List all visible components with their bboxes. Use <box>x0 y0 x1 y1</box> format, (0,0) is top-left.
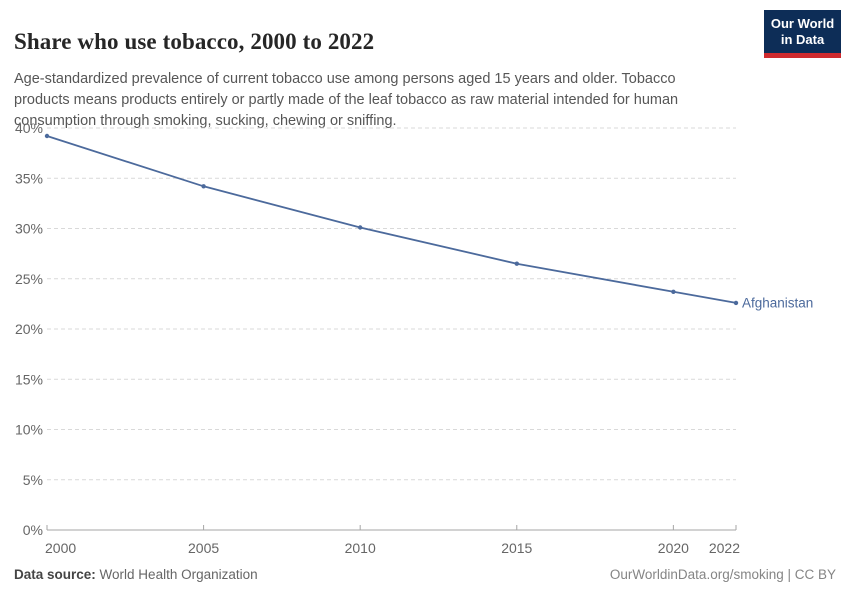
data-point-2000[interactable] <box>44 133 50 139</box>
y-axis-tick-label: 30% <box>15 221 43 237</box>
y-axis-tick-label: 25% <box>15 271 43 287</box>
y-axis-tick-label: 35% <box>15 170 43 186</box>
y-axis-tick-label: 15% <box>15 371 43 387</box>
chart-title: Share who use tobacco, 2000 to 2022 <box>14 29 375 55</box>
data-point-2005[interactable] <box>201 184 206 189</box>
chart-canvas[interactable]: 0% 5% 10% 15% 20% 25% 30% 35% 40% 2000 2005 2010 201… <box>0 110 850 570</box>
y-axis-tick-label: 10% <box>15 422 43 438</box>
x-axis-tick-label: 2005 <box>188 540 219 556</box>
y-axis-tick-label: 40% <box>15 120 43 136</box>
data-source-value: World Health Organization <box>99 567 258 582</box>
line-chart[interactable]: 0% 5% 10% 15% 20% 25% 30% 35% 40% 2000 2005 2010 201… <box>0 110 850 570</box>
chart-footer: Data source: World Health Organization O… <box>14 567 836 582</box>
data-point-2015[interactable] <box>514 261 519 266</box>
x-axis-tick-label: 2022 <box>709 540 740 556</box>
y-axis-tick-label: 0% <box>23 522 43 538</box>
trend-line-afghanistan[interactable] <box>46 135 737 304</box>
y-axis-tick-label: 5% <box>23 472 43 488</box>
owid-logo[interactable]: Our World in Data <box>764 10 841 58</box>
y-axis-tick-label: 20% <box>15 321 43 337</box>
x-axis-tick-label: 2020 <box>658 540 689 556</box>
x-axis-tick-label: 2010 <box>345 540 376 556</box>
credit-link[interactable]: OurWorldinData.org/smoking | CC BY <box>609 567 836 582</box>
x-axis-tick-label: 2000 <box>45 540 76 556</box>
data-point-2020[interactable] <box>671 289 676 294</box>
series-label[interactable]: Afghanistan <box>742 295 813 310</box>
data-point-2010[interactable] <box>358 225 363 230</box>
data-source-label: Data source: <box>14 567 96 582</box>
data-point-2022[interactable] <box>733 300 739 306</box>
chart-subtitle: Age-standardized prevalence of current t… <box>14 70 679 129</box>
x-axis-tick-label: 2015 <box>501 540 532 556</box>
data-source: Data source: World Health Organization <box>14 567 258 582</box>
owid-logo-text: Our World in Data <box>770 16 835 48</box>
